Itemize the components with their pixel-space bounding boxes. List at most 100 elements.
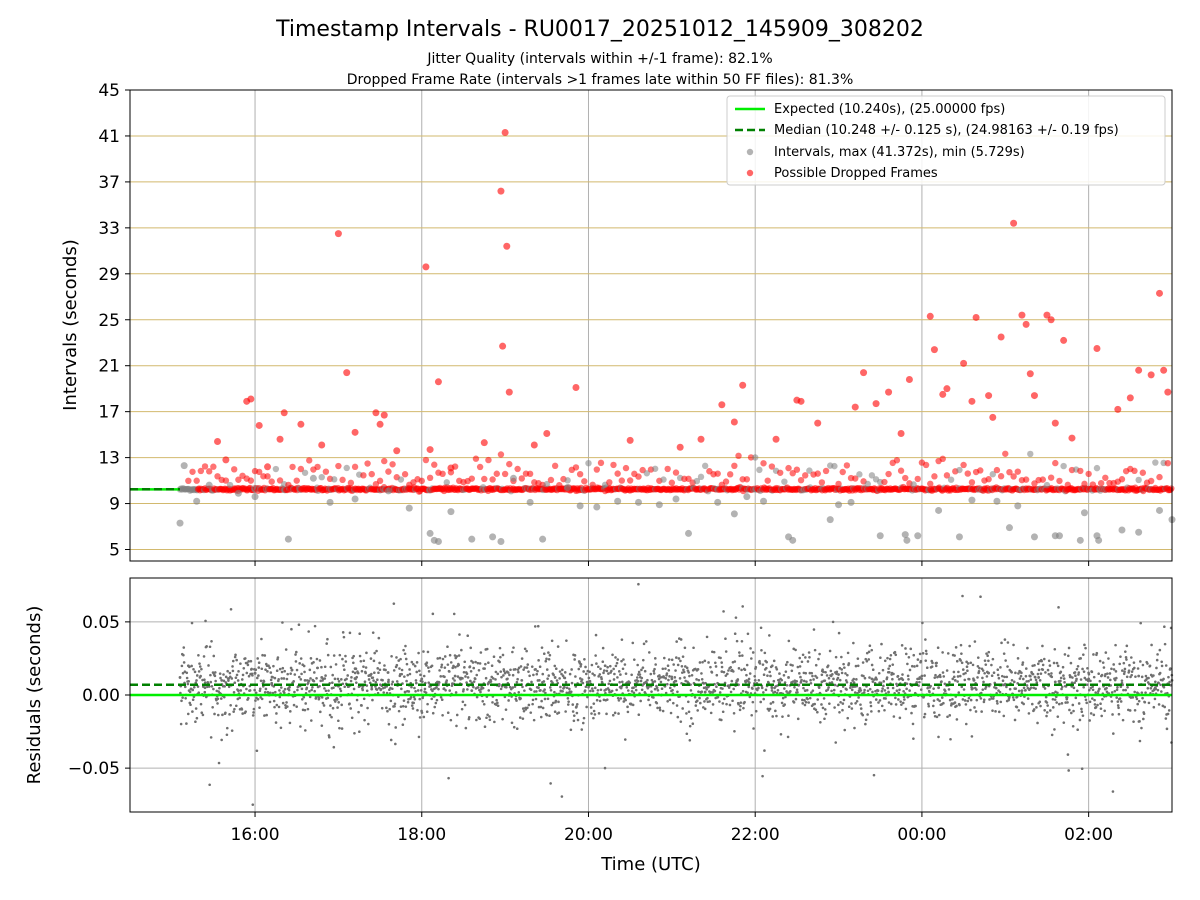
residual-point bbox=[667, 658, 671, 661]
residual-point bbox=[920, 677, 923, 681]
residual-point bbox=[1000, 674, 1004, 678]
residual-point bbox=[802, 686, 805, 690]
residual-point bbox=[323, 677, 327, 680]
residual-point bbox=[191, 688, 195, 692]
dropped-frame-point bbox=[468, 475, 475, 482]
residual-point bbox=[191, 710, 194, 713]
residual-point bbox=[192, 667, 195, 671]
residual-point bbox=[391, 687, 394, 691]
residual-point bbox=[687, 671, 690, 674]
residual-point bbox=[1008, 695, 1011, 699]
residual-point bbox=[1142, 717, 1145, 721]
residual-point bbox=[640, 688, 644, 692]
residual-point bbox=[979, 697, 983, 700]
residual-point bbox=[295, 705, 298, 708]
residual-point bbox=[488, 715, 491, 718]
residual-point bbox=[320, 665, 323, 669]
residual-point bbox=[750, 657, 753, 660]
residual-point bbox=[658, 708, 662, 712]
residual-point bbox=[622, 700, 626, 703]
interval-point bbox=[318, 473, 325, 481]
residual-point bbox=[220, 678, 224, 682]
residual-point bbox=[224, 711, 227, 715]
residual-point bbox=[226, 669, 229, 673]
residual-point bbox=[445, 679, 449, 682]
residual-point bbox=[963, 678, 967, 682]
residual-point bbox=[403, 717, 407, 721]
legend-intervals-swatch bbox=[746, 148, 754, 156]
residual-point bbox=[846, 716, 850, 720]
residual-point bbox=[286, 672, 289, 676]
residual-point bbox=[531, 698, 535, 702]
residual-point bbox=[1094, 705, 1098, 709]
residual-point bbox=[665, 672, 669, 675]
residual-point bbox=[536, 624, 540, 628]
residual-point bbox=[182, 646, 186, 649]
residual-point bbox=[730, 679, 734, 683]
residual-point bbox=[877, 671, 881, 675]
residual-point bbox=[367, 722, 370, 726]
dropped-frame-point bbox=[785, 464, 792, 472]
residual-point bbox=[1130, 673, 1133, 677]
residual-point bbox=[309, 657, 313, 660]
residual-point bbox=[914, 704, 917, 708]
interval-point bbox=[856, 471, 863, 478]
residual-point bbox=[1088, 688, 1091, 692]
residual-point bbox=[1130, 670, 1134, 673]
dropped-frame-point bbox=[1022, 320, 1030, 328]
residual-point bbox=[847, 662, 851, 665]
residual-point bbox=[803, 689, 807, 693]
residual-point bbox=[1053, 680, 1057, 684]
residual-point bbox=[794, 697, 798, 701]
residual-point bbox=[1091, 685, 1094, 689]
interval-point bbox=[1055, 532, 1063, 540]
residual-point bbox=[300, 672, 303, 676]
dropped-frame-point bbox=[930, 346, 938, 354]
residual-point bbox=[525, 666, 529, 669]
residual-point bbox=[495, 698, 498, 702]
residual-point bbox=[1147, 701, 1151, 705]
residual-point bbox=[323, 665, 327, 669]
residual-point bbox=[311, 685, 314, 689]
residual-point bbox=[758, 659, 761, 663]
residual-point bbox=[205, 645, 208, 648]
residual-point bbox=[212, 654, 216, 658]
residual-point bbox=[724, 674, 728, 677]
residual-point bbox=[807, 701, 811, 704]
residual-point bbox=[263, 654, 267, 657]
residual-point bbox=[795, 679, 799, 683]
residual-point bbox=[1116, 704, 1120, 707]
residual-point bbox=[635, 676, 639, 679]
residual-point bbox=[1110, 700, 1114, 703]
dropped-frame-point bbox=[739, 381, 747, 389]
residual-point bbox=[442, 687, 446, 690]
residual-point bbox=[220, 738, 223, 742]
residual-point bbox=[915, 664, 919, 668]
residual-point bbox=[868, 676, 871, 679]
residual-point bbox=[928, 690, 931, 694]
residual-point bbox=[238, 696, 241, 700]
residual-point bbox=[646, 678, 649, 682]
residual-point bbox=[371, 676, 375, 679]
residual-point bbox=[294, 660, 298, 663]
residual-point bbox=[908, 668, 912, 672]
residual-point bbox=[1089, 712, 1093, 715]
dropped-frame-point bbox=[1139, 469, 1147, 476]
dropped-frame-point bbox=[797, 397, 805, 405]
residual-point bbox=[803, 703, 807, 707]
residual-point bbox=[628, 681, 632, 684]
residual-point bbox=[247, 660, 250, 663]
residual-point bbox=[1022, 686, 1026, 690]
residual-point bbox=[357, 710, 360, 714]
residual-point bbox=[233, 655, 237, 659]
residual-point bbox=[353, 671, 357, 675]
residual-point bbox=[1169, 683, 1173, 687]
residual-point bbox=[980, 710, 983, 713]
residual-point bbox=[975, 698, 979, 702]
residual-point bbox=[552, 673, 555, 677]
residual-point bbox=[286, 705, 289, 708]
dropped-frame-point bbox=[1131, 467, 1138, 475]
dropped-frame-point bbox=[1018, 311, 1026, 319]
residual-point bbox=[326, 696, 330, 700]
residual-point bbox=[308, 695, 312, 699]
